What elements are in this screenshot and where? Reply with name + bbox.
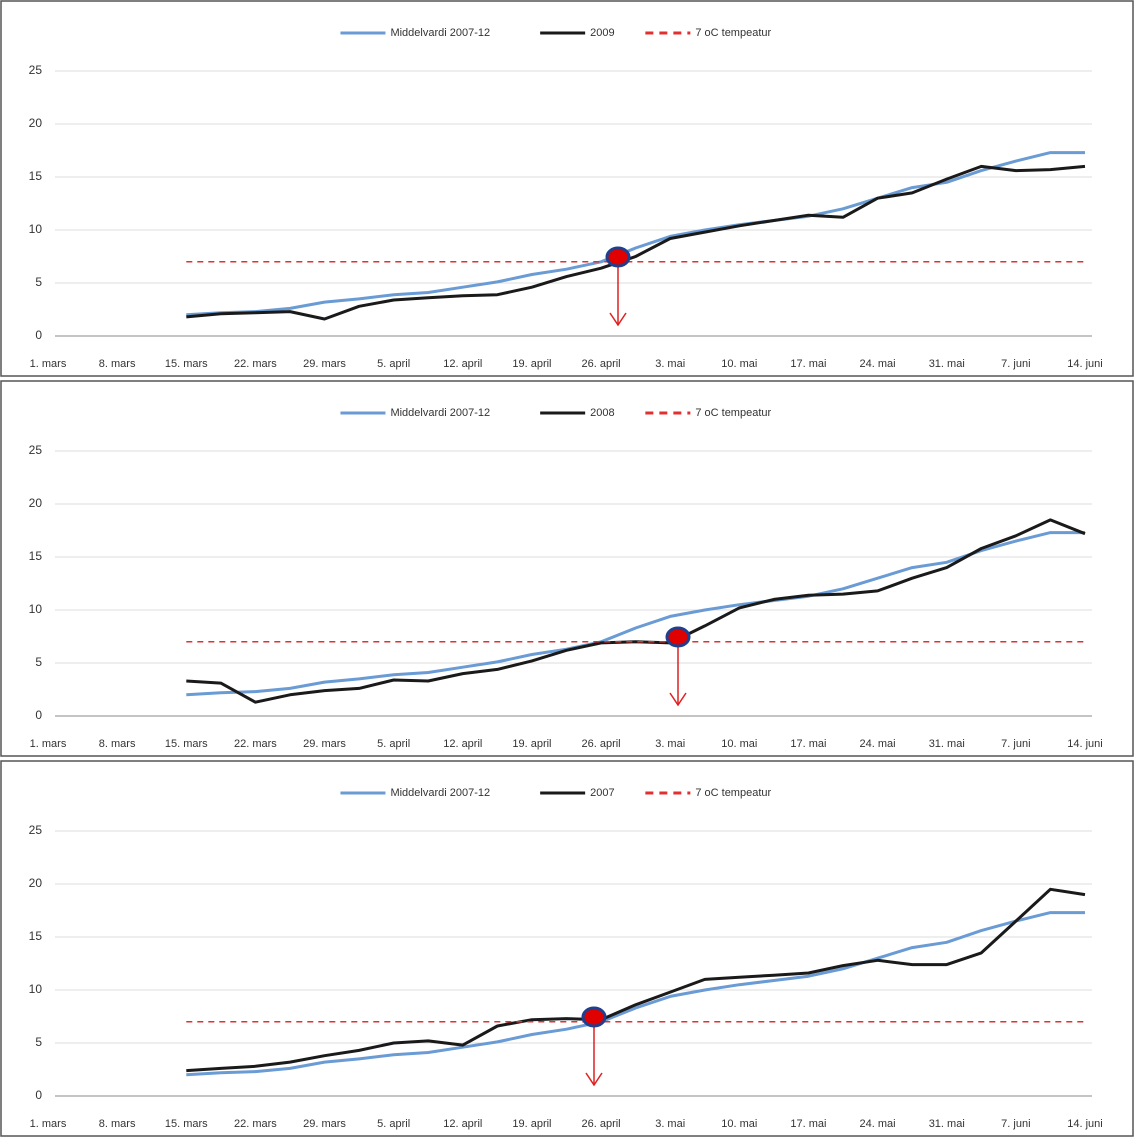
y-tick-label: 15 — [29, 549, 43, 563]
x-tick-label: 12. april — [443, 358, 482, 370]
series-line — [186, 911, 1085, 1077]
y-tick-label: 15 — [29, 929, 43, 943]
x-tick-label: 14. juni — [1067, 738, 1102, 750]
chart-panel: 0 5 10 15 20 25 1. mars 8. mars 15. mars 22. mars… — [0, 380, 1134, 757]
annotations — [581, 246, 691, 1087]
x-tick-label: 1. mars — [30, 358, 67, 370]
x-tick-label: 15. mars — [165, 358, 208, 370]
crossing-marker — [605, 246, 631, 268]
x-tick-label: 31. mai — [929, 358, 965, 370]
x-tick-label: 24. mai — [860, 1118, 896, 1130]
legend-label: 7 oC tempeatur — [695, 27, 771, 39]
legend-label: 7 oC tempeatur — [695, 787, 771, 799]
x-tick-label: 5. april — [377, 358, 410, 370]
x-tick-label: 12. april — [443, 1118, 482, 1130]
x-tick-label: 19. april — [512, 1118, 551, 1130]
legend-label: Middelvardi 2007-12 — [390, 27, 490, 39]
legend-label: Middelvardi 2007-12 — [390, 787, 490, 799]
x-tick-label: 29. mars — [303, 1118, 346, 1130]
arrow-head — [585, 1072, 603, 1087]
x-tick-label: 8. mars — [99, 738, 136, 750]
x-tick-label: 17. mai — [790, 1118, 826, 1130]
x-tick-label: 10. mai — [721, 1118, 757, 1130]
series-line — [186, 887, 1086, 1073]
x-tick-label: 29. mars — [303, 738, 346, 750]
x-tick-label: 15. mars — [165, 1118, 208, 1130]
x-tick-label: 7. juni — [1001, 358, 1030, 370]
x-tick-label: 24. mai — [860, 358, 896, 370]
y-tick-label: 10 — [29, 602, 43, 616]
x-tick-label: 5. april — [377, 1118, 410, 1130]
x-tick-label: 31. mai — [929, 738, 965, 750]
panel-border — [0, 760, 1134, 1137]
chart-panel: 0 5 10 15 20 25 1. mars 8. mars 15. mars 22. mars… — [0, 760, 1134, 1137]
y-tick-label: 25 — [29, 63, 43, 77]
chart-panel: 0 5 10 15 20 25 1. mars 8. mars 15. mars 22. mars… — [0, 0, 1134, 377]
x-tick-label: 26. april — [581, 1118, 620, 1130]
x-tick-label: 1. mars — [30, 738, 67, 750]
crossing-marker — [581, 1006, 607, 1028]
legend-label: 2007 — [590, 787, 614, 799]
x-tick-label: 17. mai — [790, 358, 826, 370]
x-tick-label: 15. mars — [165, 738, 208, 750]
x-tick-label: 22. mars — [234, 738, 277, 750]
y-tick-label: 0 — [35, 1088, 42, 1102]
x-tick-label: 26. april — [581, 358, 620, 370]
legend-label: 7 oC tempeatur — [695, 407, 771, 419]
x-tick-label: 10. mai — [721, 358, 757, 370]
x-tick-label: 1. mars — [30, 1118, 67, 1130]
y-tick-label: 5 — [35, 275, 42, 289]
x-tick-label: 8. mars — [99, 358, 136, 370]
legend-label: Middelvardi 2007-12 — [390, 407, 490, 419]
x-tick-label: 22. mars — [234, 1118, 277, 1130]
x-tick-label: 26. april — [581, 738, 620, 750]
x-tick-label: 29. mars — [303, 358, 346, 370]
y-tick-label: 15 — [29, 169, 43, 183]
x-tick-label: 14. juni — [1067, 1118, 1102, 1130]
x-tick-label: 5. april — [377, 738, 410, 750]
series-line — [186, 518, 1086, 704]
x-tick-label: 14. juni — [1067, 358, 1102, 370]
panel-border — [0, 0, 1134, 377]
series-line — [186, 531, 1085, 697]
legend-label: 2008 — [590, 407, 614, 419]
y-tick-label: 20 — [29, 496, 43, 510]
x-tick-label: 3. mai — [655, 1118, 685, 1130]
x-tick-label: 17. mai — [790, 738, 826, 750]
x-tick-label: 12. april — [443, 738, 482, 750]
y-tick-label: 5 — [35, 655, 42, 669]
y-tick-label: 20 — [29, 116, 43, 130]
x-tick-label: 24. mai — [860, 738, 896, 750]
x-tick-label: 19. april — [512, 738, 551, 750]
arrow-head — [609, 312, 627, 327]
x-tick-label: 3. mai — [655, 358, 685, 370]
x-tick-label: 8. mars — [99, 1118, 136, 1130]
series-line — [186, 164, 1086, 321]
y-tick-label: 10 — [29, 982, 43, 996]
y-tick-label: 10 — [29, 222, 43, 236]
legend-label: 2009 — [590, 27, 614, 39]
panel-border — [0, 380, 1134, 757]
y-tick-label: 5 — [35, 1035, 42, 1049]
x-tick-label: 19. april — [512, 358, 551, 370]
y-tick-label: 20 — [29, 876, 43, 890]
y-tick-label: 25 — [29, 823, 43, 837]
arrow-head — [669, 692, 687, 707]
x-tick-label: 7. juni — [1001, 1118, 1030, 1130]
x-tick-label: 3. mai — [655, 738, 685, 750]
x-tick-label: 7. juni — [1001, 738, 1030, 750]
y-tick-label: 0 — [35, 328, 42, 342]
x-tick-label: 22. mars — [234, 358, 277, 370]
x-tick-label: 10. mai — [721, 738, 757, 750]
x-tick-label: 31. mai — [929, 1118, 965, 1130]
y-tick-label: 25 — [29, 443, 43, 457]
y-tick-label: 0 — [35, 708, 42, 722]
crossing-marker — [665, 626, 691, 648]
